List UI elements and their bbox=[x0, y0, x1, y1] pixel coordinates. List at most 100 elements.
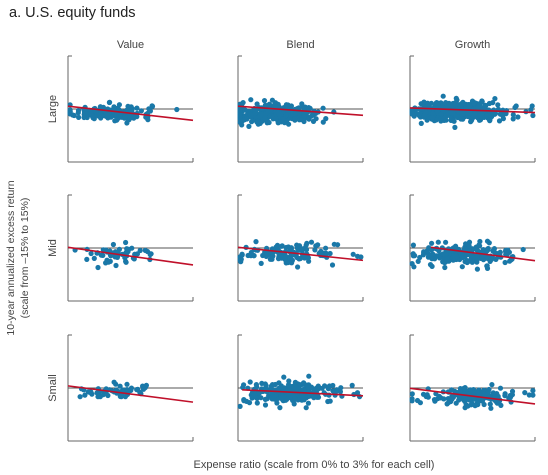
data-point bbox=[506, 395, 512, 401]
data-point bbox=[487, 401, 493, 407]
data-point bbox=[477, 113, 483, 119]
data-point bbox=[441, 396, 447, 402]
data-point bbox=[318, 248, 324, 254]
data-point bbox=[246, 123, 252, 129]
data-point bbox=[443, 251, 449, 257]
data-point bbox=[502, 393, 508, 399]
data-point bbox=[474, 259, 480, 265]
data-point bbox=[423, 393, 429, 400]
data-point bbox=[320, 105, 326, 111]
data-point bbox=[429, 115, 436, 121]
data-point bbox=[499, 112, 506, 118]
data-point bbox=[466, 103, 473, 109]
data-point bbox=[289, 260, 295, 266]
data-point bbox=[515, 114, 521, 120]
data-point bbox=[430, 111, 436, 117]
data-point bbox=[308, 239, 315, 245]
data-point bbox=[75, 107, 82, 114]
data-point bbox=[112, 118, 118, 124]
data-point bbox=[495, 102, 501, 108]
data-point bbox=[174, 106, 180, 113]
data-point bbox=[128, 385, 135, 391]
data-point bbox=[148, 251, 154, 257]
data-point bbox=[124, 387, 130, 393]
data-point bbox=[124, 381, 130, 387]
data-point bbox=[258, 260, 264, 266]
y-axis-subtitle: (scale from –15% to 15%) bbox=[19, 198, 31, 319]
data-point bbox=[248, 97, 254, 103]
data-point bbox=[333, 388, 339, 394]
data-point bbox=[435, 102, 441, 108]
data-point bbox=[315, 384, 321, 390]
data-point bbox=[310, 118, 317, 124]
data-point bbox=[82, 392, 88, 398]
data-point bbox=[237, 119, 243, 125]
data-point bbox=[443, 100, 449, 106]
data-point bbox=[254, 400, 260, 406]
data-point bbox=[311, 112, 317, 118]
data-point bbox=[286, 378, 292, 384]
data-point bbox=[504, 251, 510, 258]
data-point bbox=[471, 246, 477, 252]
data-point bbox=[123, 239, 129, 246]
data-point bbox=[452, 124, 458, 130]
data-point bbox=[409, 261, 415, 267]
data-point bbox=[338, 385, 344, 391]
data-point bbox=[470, 114, 476, 120]
data-point bbox=[71, 112, 77, 119]
data-point bbox=[489, 382, 495, 388]
data-point bbox=[138, 108, 144, 114]
column-label: Blend bbox=[286, 39, 314, 51]
data-point bbox=[110, 241, 116, 248]
data-point bbox=[469, 259, 475, 265]
data-point bbox=[91, 255, 97, 261]
data-point bbox=[484, 263, 490, 269]
row-label: Small bbox=[47, 374, 59, 402]
data-point bbox=[262, 116, 268, 122]
data-point bbox=[295, 244, 301, 250]
data-point bbox=[278, 119, 284, 125]
data-point bbox=[459, 116, 465, 122]
data-point bbox=[522, 390, 528, 396]
data-point bbox=[304, 240, 310, 246]
data-point bbox=[244, 116, 250, 122]
data-point bbox=[113, 262, 119, 269]
data-point bbox=[239, 252, 245, 258]
data-point bbox=[513, 103, 519, 109]
data-point bbox=[355, 253, 361, 259]
data-point bbox=[424, 248, 430, 254]
data-point bbox=[315, 242, 321, 248]
data-point bbox=[279, 243, 285, 249]
data-point bbox=[296, 111, 302, 117]
data-point bbox=[107, 258, 113, 264]
data-point bbox=[433, 253, 439, 259]
trend-line bbox=[237, 246, 364, 262]
data-point bbox=[280, 398, 286, 404]
data-point bbox=[476, 102, 483, 108]
data-point bbox=[84, 256, 90, 262]
data-point bbox=[421, 114, 427, 120]
data-point bbox=[100, 252, 106, 258]
data-point bbox=[277, 405, 283, 411]
data-point bbox=[437, 116, 443, 122]
data-point bbox=[510, 112, 516, 118]
page-title: a. U.S. equity funds bbox=[9, 5, 136, 21]
data-point bbox=[484, 238, 491, 244]
data-point bbox=[459, 264, 465, 270]
data-point bbox=[417, 254, 423, 261]
data-point bbox=[123, 259, 129, 265]
data-point bbox=[301, 111, 307, 117]
data-point bbox=[486, 386, 492, 393]
data-point bbox=[294, 385, 300, 391]
data-point bbox=[306, 373, 312, 379]
data-point bbox=[305, 400, 311, 406]
data-point bbox=[297, 255, 303, 262]
data-point bbox=[262, 402, 269, 408]
data-point bbox=[323, 116, 329, 122]
data-point bbox=[95, 264, 101, 271]
data-point bbox=[421, 99, 427, 105]
data-point bbox=[96, 393, 102, 399]
data-point bbox=[450, 255, 456, 261]
data-point bbox=[88, 250, 94, 257]
